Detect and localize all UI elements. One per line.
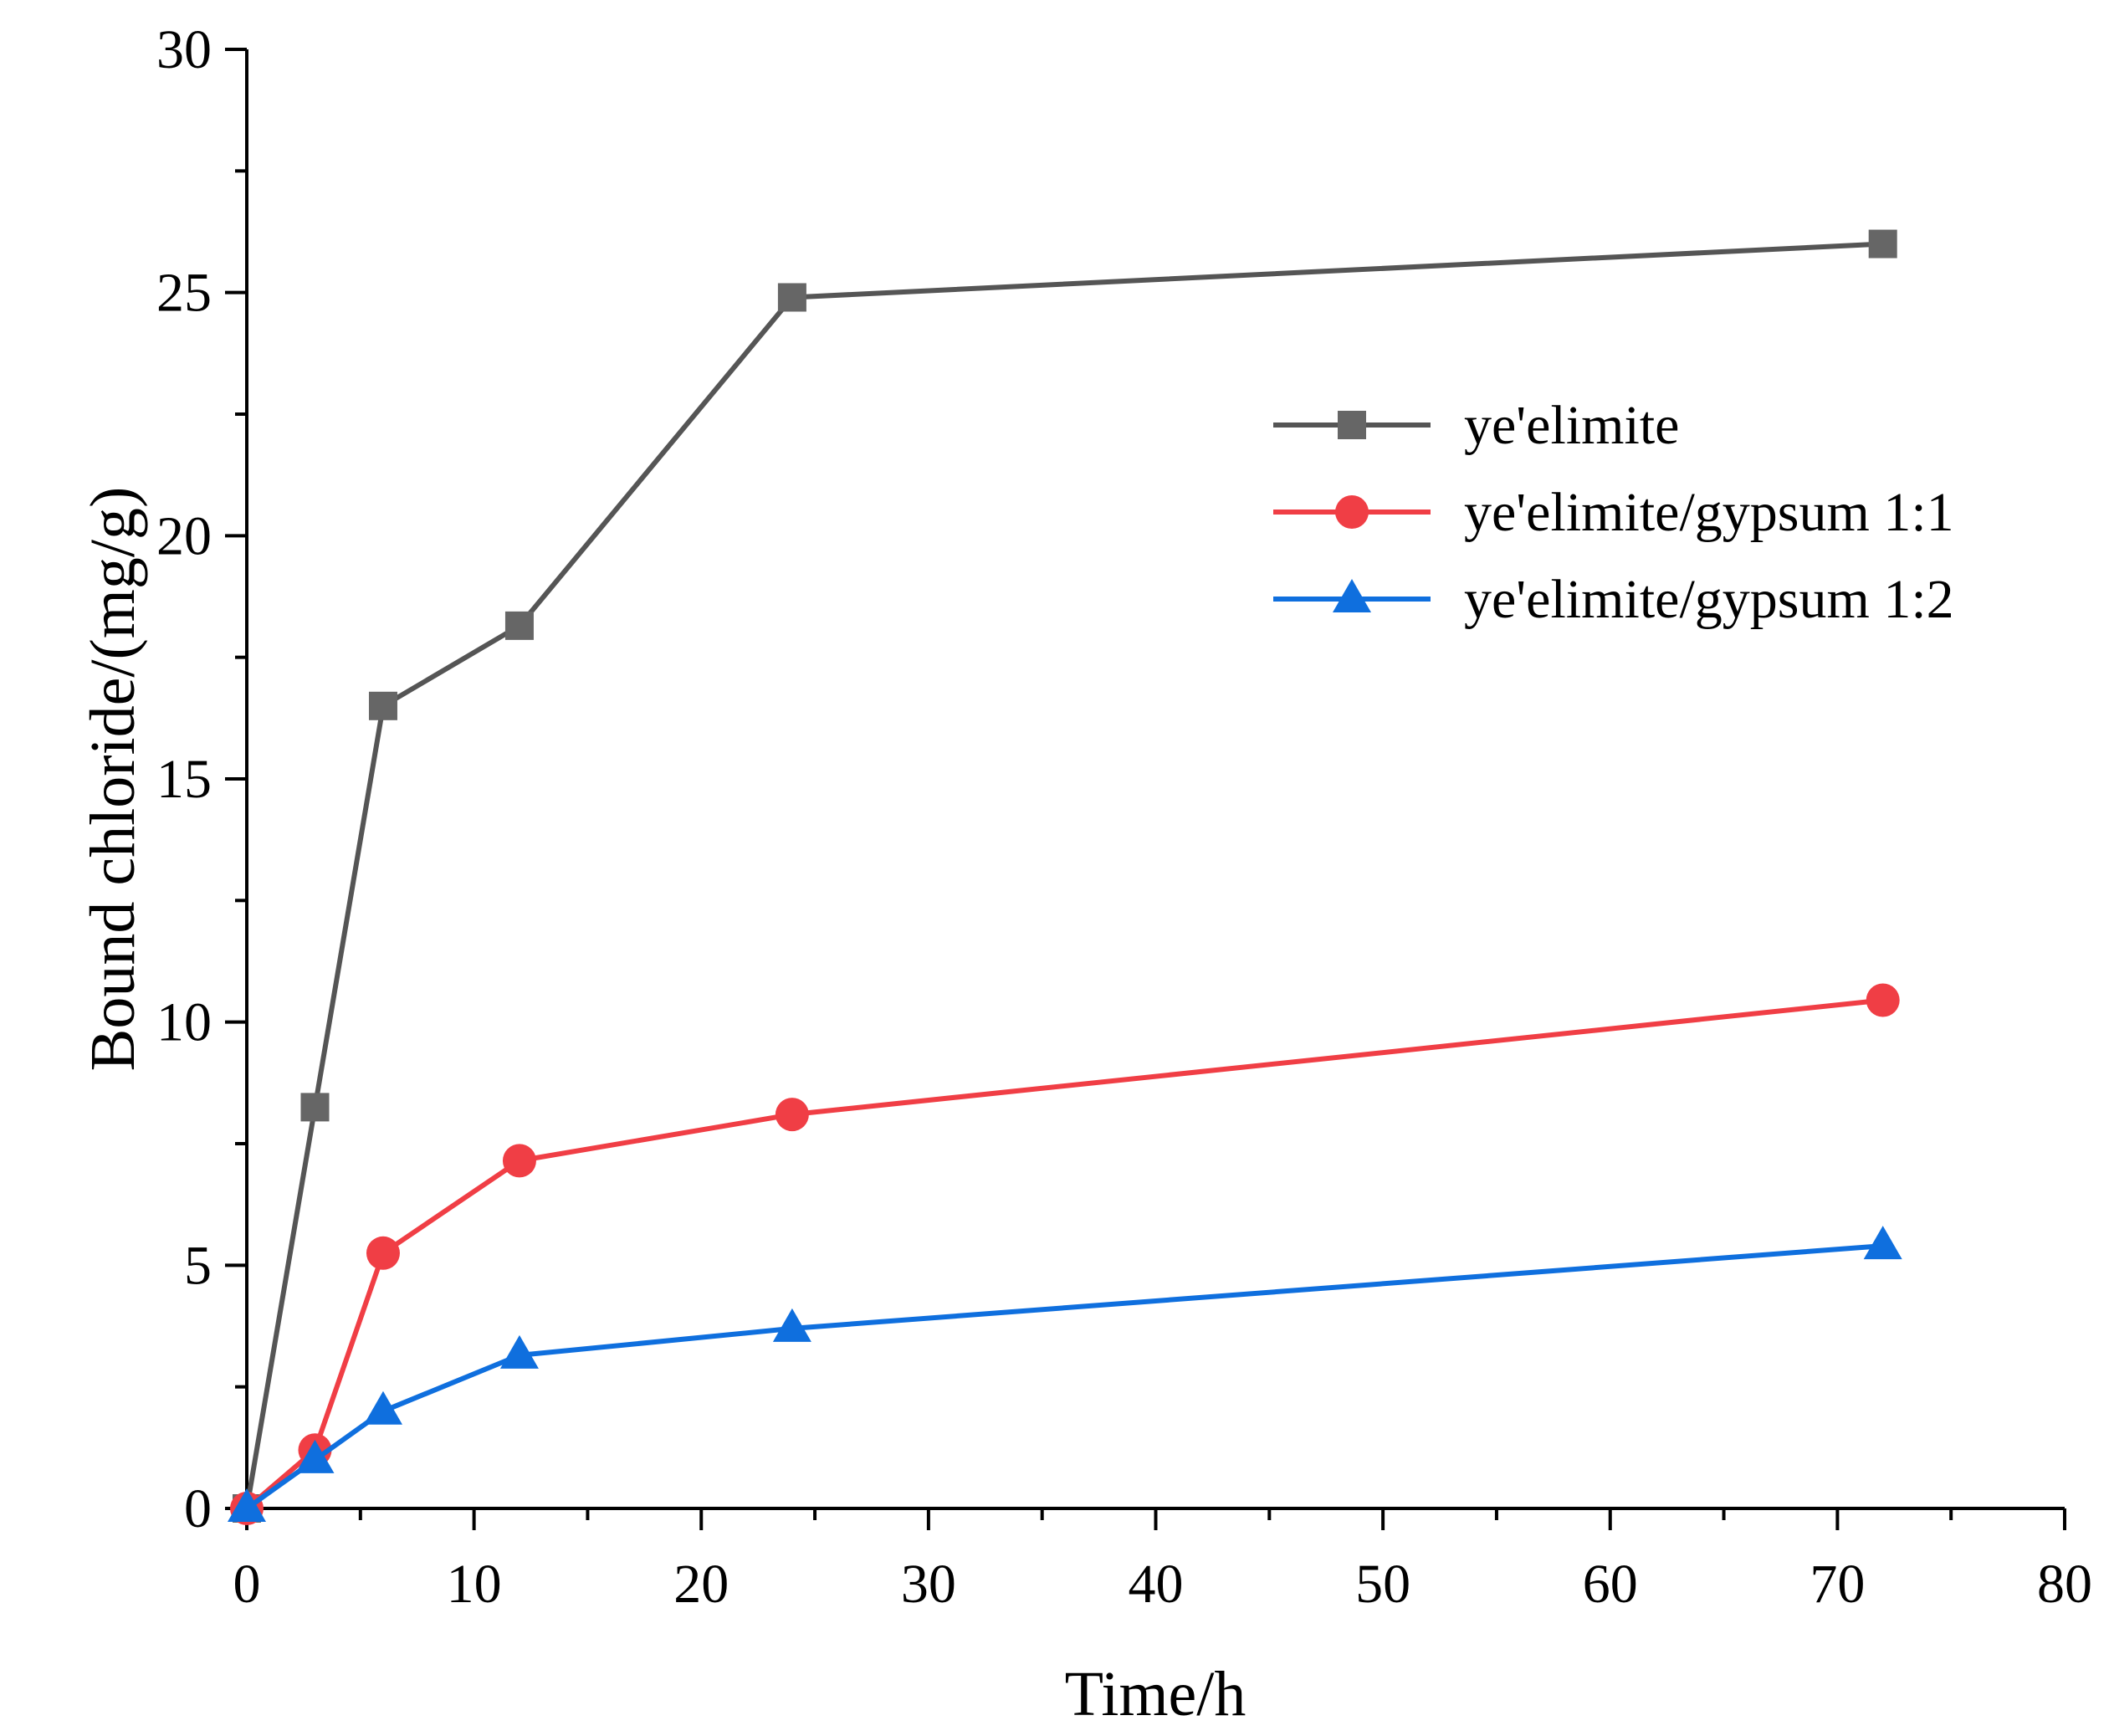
y-ticks: 0 5 10 15 20 25 30 <box>156 19 247 1539</box>
triangle-marker <box>772 1308 811 1342</box>
series-line <box>245 1243 1883 1511</box>
x-axis-title: Time/h <box>1065 1659 1246 1729</box>
legend-label: ye'elimite <box>1464 395 1679 456</box>
legend-entry-1: ye'elimite <box>1273 395 1679 456</box>
square-marker <box>1868 229 1897 259</box>
x-tick-label: 60 <box>1583 1554 1638 1615</box>
y-tick-label: 30 <box>156 19 212 80</box>
x-tick-label: 0 <box>233 1554 261 1615</box>
x-tick-label: 50 <box>1355 1554 1410 1615</box>
x-ticks: 0 10 20 30 40 50 60 70 80 <box>233 1508 2092 1615</box>
legend-square-marker <box>1338 411 1366 439</box>
series-1 <box>233 229 1897 1523</box>
triangle-marker <box>1863 1226 1902 1260</box>
square-marker <box>504 611 534 640</box>
legend-entry-2: ye'elimite/gypsum 1:1 <box>1273 482 1954 543</box>
x-tick-label: 10 <box>447 1554 502 1615</box>
legend-entry-3: ye'elimite/gypsum 1:2 <box>1273 569 1954 630</box>
legend-label: ye'elimite/gypsum 1:1 <box>1464 482 1954 543</box>
triangle-marker <box>295 1439 335 1473</box>
square-marker <box>300 1093 330 1122</box>
y-tick-label: 20 <box>156 505 212 566</box>
triangle-marker <box>499 1334 539 1369</box>
circle-marker <box>366 1236 400 1270</box>
triangle-marker <box>363 1390 402 1425</box>
series-layer <box>228 229 1902 1525</box>
circle-marker <box>1866 983 1900 1017</box>
x-tick-label: 70 <box>1810 1554 1865 1615</box>
series-line <box>244 241 1883 1509</box>
x-tick-label: 20 <box>673 1554 729 1615</box>
legend-label: ye'elimite/gypsum 1:2 <box>1464 569 1954 630</box>
triangle-marker <box>228 1488 266 1522</box>
y-tick-label: 10 <box>156 992 212 1053</box>
x-tick-label: 30 <box>901 1554 956 1615</box>
x-tick-label: 80 <box>2037 1554 2092 1615</box>
series-line <box>245 997 1884 1511</box>
y-tick-label: 5 <box>184 1235 212 1296</box>
axes: 0 10 20 30 40 50 60 70 80 0 5 10 15 20 25 30 <box>156 19 2092 1615</box>
x-tick-label: 40 <box>1129 1554 1184 1615</box>
y-tick-label: 25 <box>156 263 212 324</box>
y-tick-label: 15 <box>156 749 212 810</box>
circle-marker <box>502 1144 536 1178</box>
series-2 <box>230 983 1900 1525</box>
y-axis-title: Bound chloride/(mg/g) <box>78 487 148 1072</box>
circle-marker <box>775 1098 809 1132</box>
legend-circle-marker <box>1335 495 1369 529</box>
square-marker <box>368 691 397 720</box>
series-3 <box>228 1226 1902 1522</box>
legend: ye'elimite ye'elimite/gypsum 1:1 ye'elimit… <box>1273 395 1954 630</box>
y-tick-label: 0 <box>184 1478 212 1539</box>
legend-triangle-marker <box>1333 579 1371 612</box>
square-marker <box>777 283 806 312</box>
